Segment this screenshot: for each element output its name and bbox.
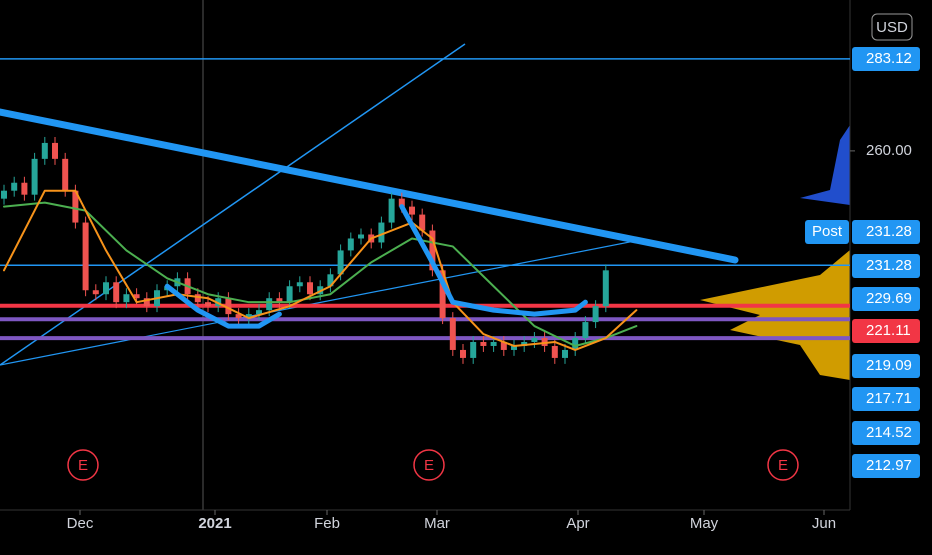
price-badge-label: 283.12	[866, 50, 912, 67]
candle-body	[419, 214, 426, 231]
candle-body	[1, 190, 7, 199]
x-tick-label: May	[690, 515, 719, 532]
x-tick-label: 2021	[198, 515, 231, 532]
candle-body	[276, 298, 283, 303]
candle-body	[511, 345, 517, 350]
price-badge	[852, 287, 920, 311]
candle-body	[194, 294, 201, 303]
candle-body	[327, 274, 334, 287]
price-badge	[852, 421, 920, 445]
post-label: Post	[812, 223, 843, 240]
candle-body	[123, 294, 130, 303]
candle-body	[205, 302, 211, 307]
y-tick-label: 260.00	[866, 142, 912, 159]
currency: USD	[876, 19, 908, 36]
price-badge	[852, 354, 920, 378]
indicator-line	[3, 201, 638, 347]
candle-body	[409, 206, 415, 215]
price-badge-label: 212.97	[866, 457, 912, 474]
candle-body	[72, 190, 79, 223]
candle-body	[429, 230, 436, 271]
indicator-line	[3, 189, 638, 351]
earnings-marker	[413, 449, 445, 481]
price-badge-label: 231.28	[866, 257, 912, 274]
candle-body	[337, 250, 344, 275]
candle-body	[133, 294, 140, 299]
candle-body	[103, 282, 109, 295]
candle-body	[500, 341, 507, 350]
candle-body	[31, 158, 38, 195]
candle-body	[480, 341, 487, 346]
candle-body	[551, 345, 558, 358]
earnings-label: E	[78, 457, 88, 474]
candle-body	[113, 282, 120, 303]
x-tick-label: Feb	[314, 515, 340, 532]
candle-body	[296, 282, 303, 287]
x-tick-label: Mar	[424, 515, 450, 532]
price-badge	[852, 454, 920, 478]
price-badge	[852, 319, 920, 343]
volume-profile	[700, 250, 850, 380]
candle-body	[358, 234, 364, 239]
candle-body	[347, 238, 354, 251]
price-badge	[852, 220, 920, 244]
candle-body	[460, 349, 466, 358]
candle-body	[562, 349, 568, 358]
candle-body	[92, 290, 99, 295]
candle-body	[602, 270, 609, 307]
candle-body	[21, 182, 28, 195]
price-badge	[852, 47, 920, 71]
earnings-label: E	[424, 457, 434, 474]
candle-body	[11, 182, 18, 191]
trend-line	[0, 239, 641, 366]
candle-body	[592, 306, 599, 323]
candle-body	[582, 322, 589, 339]
candle-body	[225, 298, 232, 315]
candle-body	[531, 338, 538, 342]
candle-body	[378, 222, 385, 243]
candle-body	[307, 282, 313, 295]
candle-body	[41, 142, 48, 159]
trend-line-thick	[0, 108, 739, 264]
candle-body	[439, 270, 446, 319]
price-badge-label: 231.28	[866, 223, 912, 240]
indicator-line	[164, 204, 588, 329]
earnings-label: E	[778, 457, 788, 474]
candle-body	[470, 341, 477, 358]
x-tick-label: Apr	[566, 515, 589, 532]
candle-body	[449, 318, 456, 350]
x-tick-label: Dec	[67, 515, 94, 532]
price-badge-label: 214.52	[866, 424, 912, 441]
candle-body	[82, 222, 89, 291]
x-tick-label: Jun	[812, 515, 836, 532]
trend-line	[0, 43, 466, 366]
price-badge-label: 217.71	[866, 390, 912, 407]
earnings-marker	[67, 449, 99, 481]
candle-body	[235, 314, 242, 319]
candle-body	[245, 314, 252, 319]
candle-body	[572, 338, 579, 350]
volume-profile	[800, 125, 850, 205]
candle-body	[256, 310, 262, 315]
earnings-marker	[767, 449, 799, 481]
candle-body	[286, 286, 293, 303]
candle-body	[388, 198, 395, 223]
price-badge-label: 219.09	[866, 357, 912, 374]
price-badge-label: 221.11	[866, 322, 911, 339]
price-badge	[852, 254, 920, 278]
currency-box[interactable]	[871, 13, 913, 41]
post-badge	[805, 220, 849, 244]
price-badge-label: 229.69	[866, 290, 912, 307]
candle-body	[52, 142, 58, 159]
price-badge	[852, 387, 920, 411]
candle-body	[398, 198, 405, 207]
candle-body	[266, 298, 273, 311]
candle-body	[62, 158, 69, 191]
candle-body	[143, 298, 150, 307]
candle-body	[490, 341, 497, 346]
